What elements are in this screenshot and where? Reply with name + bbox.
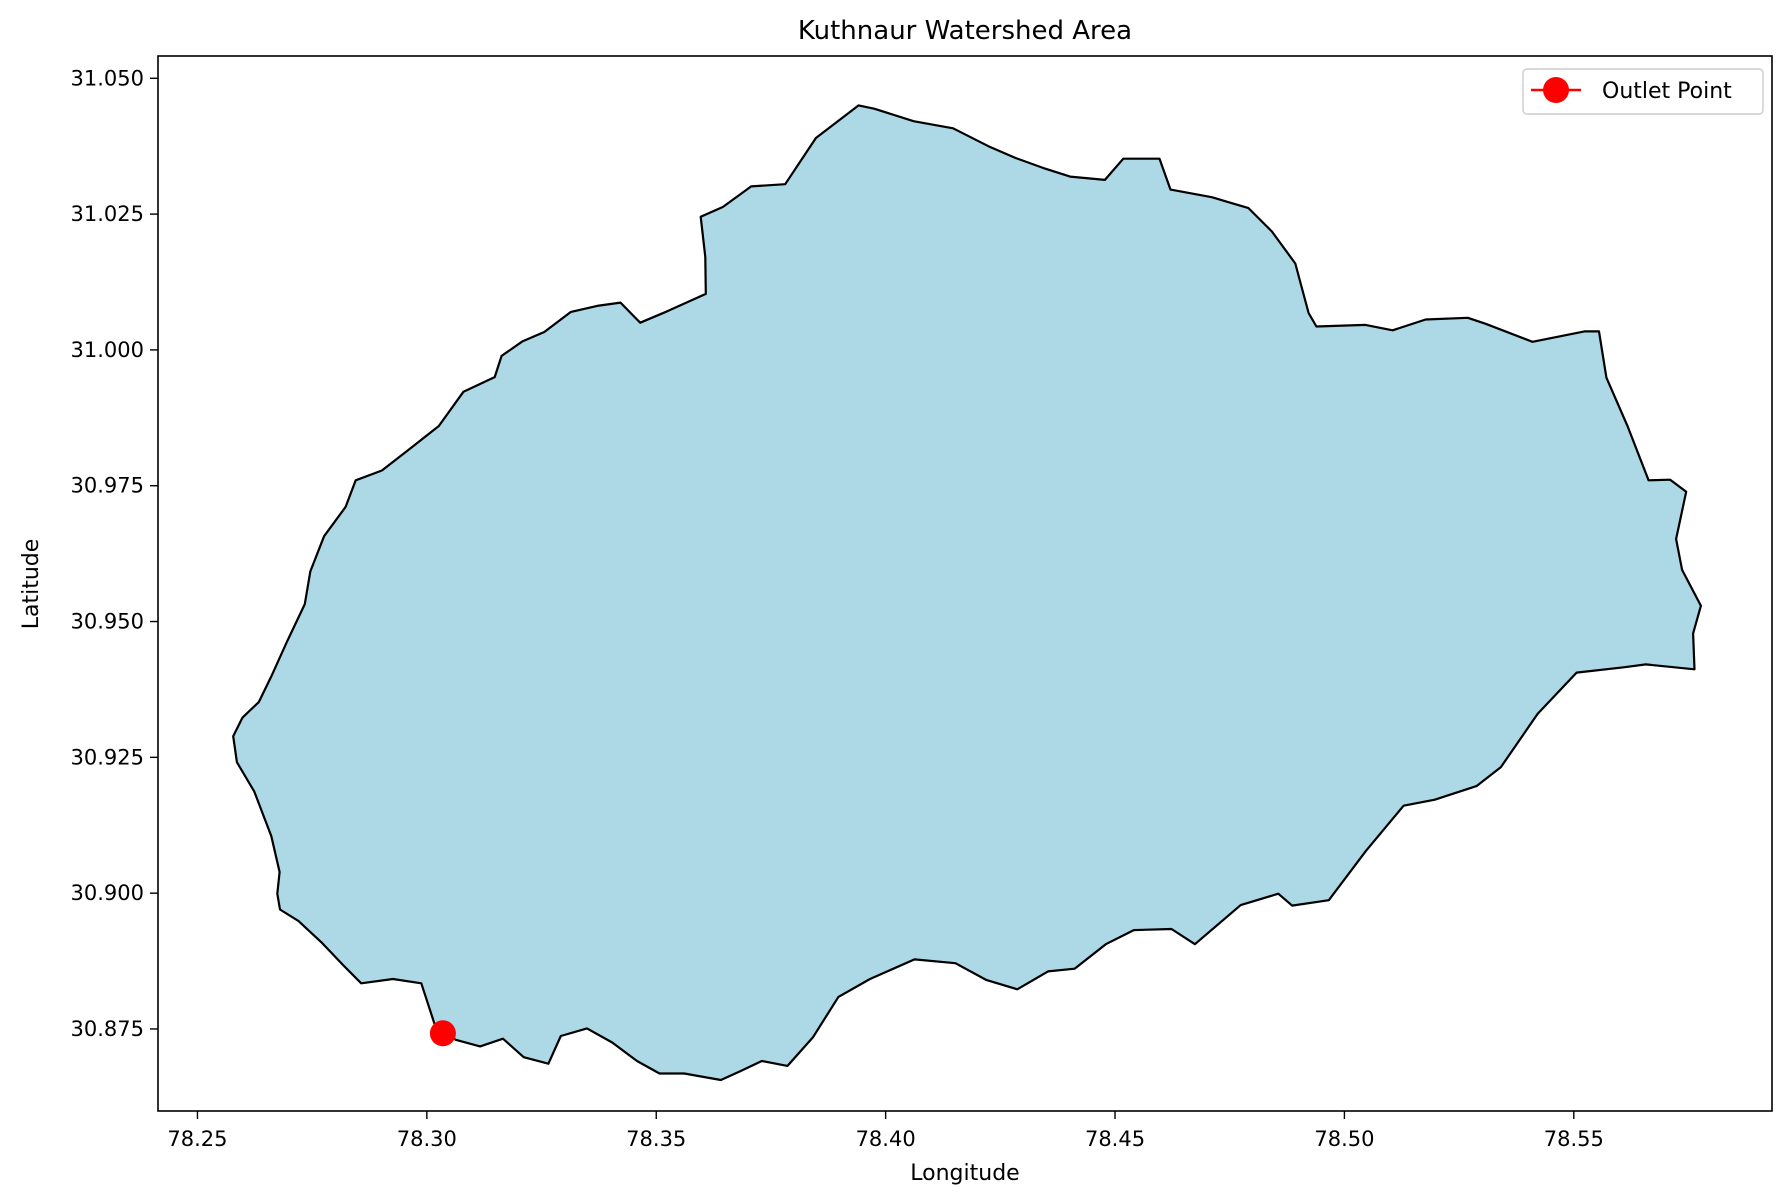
x-axis-label: Longitude — [910, 1161, 1019, 1186]
y-tick-label: 31.000 — [71, 338, 144, 362]
outlet-point-marker — [429, 1020, 456, 1047]
y-tick-label: 31.050 — [71, 66, 144, 90]
legend-marker — [1543, 77, 1569, 103]
x-tick-label: 78.45 — [1085, 1127, 1145, 1151]
y-axis-label: Latitude — [19, 539, 44, 630]
watershed-polygon — [232, 104, 1702, 1082]
y-tick-label: 31.025 — [71, 202, 144, 226]
y-tick-label: 30.950 — [71, 610, 144, 634]
legend-label-outlet-point: Outlet Point — [1602, 79, 1732, 104]
axes-frame — [157, 55, 1773, 1112]
y-tick-label: 30.875 — [71, 1017, 144, 1041]
y-tick-label: 30.925 — [71, 745, 144, 769]
plot-area: 78.25 78.30 78.35 78.40 78.45 78.50 78.55 30.8… — [71, 55, 1773, 1151]
x-axis-ticks: 78.25 78.30 78.35 78.40 78.45 78.50 78.55 — [167, 1111, 1604, 1151]
x-tick-label: 78.55 — [1544, 1127, 1604, 1151]
chart-title: Kuthnaur Watershed Area — [798, 16, 1132, 46]
x-tick-label: 78.25 — [167, 1127, 227, 1151]
x-tick-label: 78.30 — [397, 1127, 457, 1151]
y-tick-label: 30.975 — [71, 474, 144, 498]
legend-box — [1522, 68, 1764, 115]
y-axis-ticks: 30.875 30.900 30.925 30.950 30.975 31.000 31.0… — [71, 66, 158, 1041]
x-tick-label: 78.35 — [626, 1127, 686, 1151]
y-tick-label: 30.900 — [71, 881, 144, 905]
legend: Outlet Point — [1522, 68, 1764, 115]
x-tick-label: 78.40 — [856, 1127, 916, 1151]
x-tick-label: 78.50 — [1314, 1127, 1374, 1151]
